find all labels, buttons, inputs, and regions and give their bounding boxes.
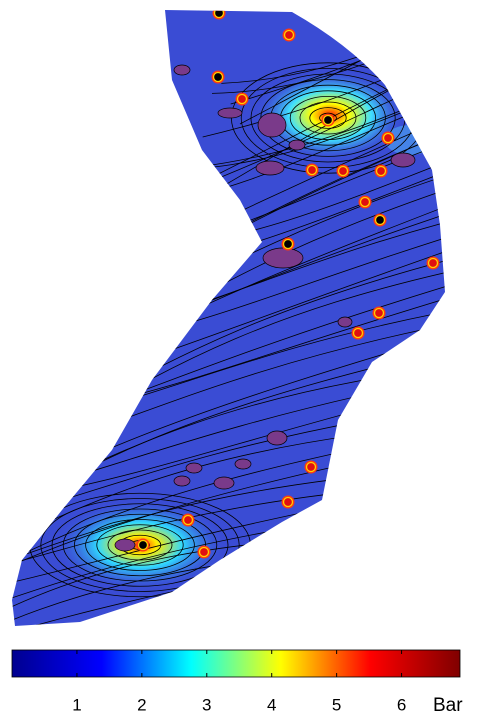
contour-line: [85, 519, 195, 571]
contour-line: [165, 10, 445, 172]
contour-line: [12, 448, 355, 624]
contour-line: [12, 403, 383, 504]
contour-line: [174, 10, 445, 196]
colorbar-label: Bar: [433, 695, 463, 716]
contour-line: [74, 513, 206, 577]
tick-label: 2: [137, 695, 146, 714]
contour-line: [193, 10, 445, 187]
well: [374, 214, 386, 226]
contour-line: [183, 10, 445, 209]
well: [182, 514, 194, 526]
contour-line: [299, 101, 357, 135]
well: [305, 461, 317, 473]
contour-line: [309, 107, 347, 129]
well: [352, 327, 364, 339]
contour-line: [12, 433, 365, 587]
tick-label: 1: [72, 695, 81, 714]
well: [382, 132, 394, 144]
contour-line: [40, 498, 240, 592]
well: [427, 257, 439, 269]
well: [306, 164, 318, 176]
well: [322, 114, 334, 126]
tick-label: 5: [332, 695, 341, 714]
well: [373, 307, 385, 319]
contour-line: [51, 503, 229, 587]
tick-label: 3: [202, 695, 211, 714]
colorbar: [11, 649, 461, 678]
contour-line: [12, 509, 318, 607]
well: [375, 165, 387, 177]
contour-line: [12, 463, 346, 624]
well: [236, 93, 248, 105]
contour-line: [62, 508, 218, 582]
contour-line: [12, 358, 411, 544]
well: [137, 539, 149, 551]
well: [198, 546, 210, 558]
well: [282, 496, 294, 508]
contour-line: [12, 388, 393, 509]
well: [212, 71, 224, 83]
contour-line: [107, 529, 173, 561]
contour-line: [289, 96, 367, 141]
well: [337, 165, 349, 177]
well: [282, 238, 294, 250]
contour-line: [12, 524, 309, 626]
contour-line: [12, 478, 337, 600]
tick-label: 6: [397, 695, 406, 714]
well: [359, 196, 371, 208]
contour-line: [96, 524, 184, 566]
well: [283, 29, 295, 41]
low-zones: [114, 64, 416, 552]
well: [213, 10, 225, 19]
contour-line: [12, 494, 327, 586]
wells: [136, 10, 440, 559]
tick-label: 4: [267, 695, 276, 714]
